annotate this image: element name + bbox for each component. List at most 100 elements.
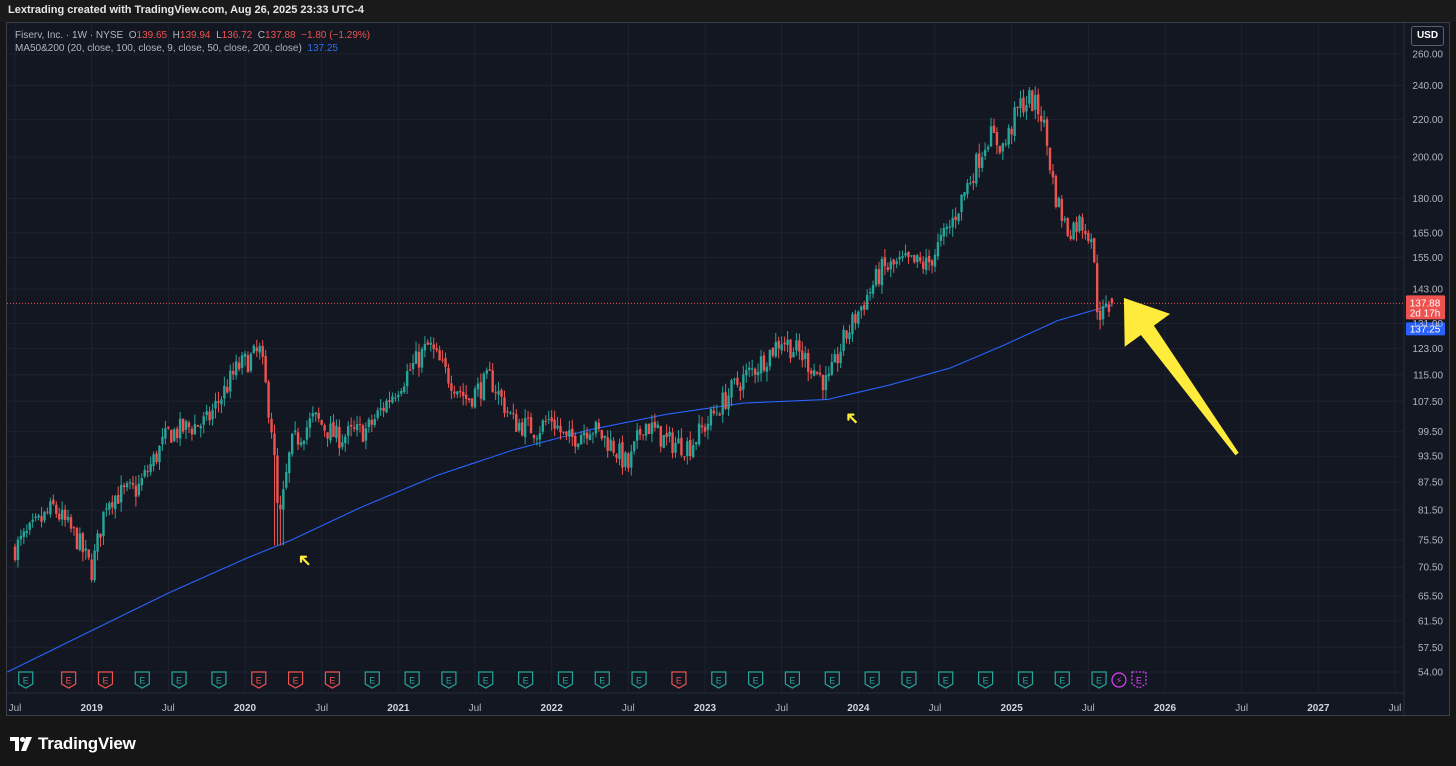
candle bbox=[778, 337, 780, 359]
candle bbox=[763, 352, 765, 373]
earnings-marker-label: E bbox=[599, 676, 605, 686]
candle bbox=[208, 407, 210, 426]
candle bbox=[341, 434, 343, 450]
candle bbox=[129, 479, 131, 489]
candle bbox=[238, 357, 240, 372]
candle bbox=[427, 339, 429, 345]
candle bbox=[545, 415, 547, 425]
candle bbox=[931, 259, 933, 273]
candle bbox=[719, 412, 721, 416]
candle bbox=[530, 413, 532, 434]
candle bbox=[397, 391, 399, 402]
candle bbox=[916, 254, 918, 268]
candle bbox=[288, 451, 290, 482]
candle bbox=[645, 423, 647, 441]
candle bbox=[93, 544, 95, 583]
price-tick-label: 107.50 bbox=[1412, 397, 1443, 408]
candle bbox=[887, 262, 889, 272]
earnings-marker: E bbox=[979, 672, 993, 688]
candle bbox=[792, 347, 794, 357]
candle bbox=[934, 249, 936, 272]
close-value: 137.88 bbox=[265, 30, 296, 41]
candle bbox=[1031, 90, 1033, 112]
change-value: −1.80 (−1.29%) bbox=[301, 30, 370, 41]
candle bbox=[949, 220, 951, 234]
candle bbox=[592, 432, 594, 444]
candle bbox=[724, 384, 726, 410]
candle bbox=[1061, 195, 1063, 227]
candle bbox=[70, 514, 72, 533]
candle bbox=[680, 428, 682, 457]
candle bbox=[462, 383, 464, 405]
candle bbox=[586, 427, 588, 445]
candle bbox=[96, 530, 98, 561]
earnings-marker-label: E bbox=[753, 676, 759, 686]
candle bbox=[279, 496, 281, 546]
candle bbox=[185, 420, 187, 439]
candle bbox=[217, 392, 219, 413]
candle bbox=[415, 342, 417, 365]
earnings-marker-label: ⚡ bbox=[1116, 676, 1122, 686]
candle bbox=[194, 415, 196, 436]
price-chart[interactable]: E E E E E E E E E E E E E E E E E E E E E E E E E E E E E ⚡ E 137.882d… bbox=[7, 23, 1450, 716]
earnings-marker: E bbox=[98, 672, 112, 688]
candle bbox=[37, 514, 39, 520]
candle bbox=[14, 544, 16, 563]
candle bbox=[433, 338, 435, 359]
price-axis[interactable]: 260.00 240.00 220.00 200.00 180.00 165.00 155.… bbox=[1412, 50, 1443, 679]
candle bbox=[533, 434, 535, 443]
candle bbox=[595, 420, 597, 437]
candle bbox=[173, 428, 175, 443]
candle bbox=[559, 418, 561, 439]
candle bbox=[772, 347, 774, 358]
candle bbox=[503, 391, 505, 418]
candle bbox=[857, 310, 859, 327]
candle bbox=[368, 417, 370, 432]
candle bbox=[598, 419, 600, 432]
candle bbox=[969, 176, 971, 186]
candle bbox=[424, 336, 426, 357]
earnings-marker: E bbox=[405, 672, 419, 688]
candle bbox=[509, 411, 511, 415]
chart-frame[interactable]: E E E E E E E E E E E E E E E E E E E E E E E E E E E E E ⚡ E 137.88 2d… bbox=[6, 22, 1450, 716]
price-tick-label: 260.00 bbox=[1412, 50, 1443, 61]
candle bbox=[167, 426, 169, 429]
candle bbox=[259, 343, 261, 360]
candle bbox=[556, 417, 558, 430]
candle bbox=[430, 337, 432, 352]
price-tick-label: 65.50 bbox=[1418, 592, 1443, 603]
candle bbox=[804, 346, 806, 367]
currency-button[interactable]: USD bbox=[1411, 26, 1444, 46]
candle bbox=[17, 536, 19, 567]
low-value: 136.72 bbox=[222, 30, 253, 41]
earnings-marker-label: E bbox=[216, 676, 222, 686]
earnings-marker: E bbox=[712, 672, 726, 688]
price-tick-label: 143.00 bbox=[1412, 285, 1443, 296]
earnings-marker: E bbox=[672, 672, 686, 688]
candle bbox=[506, 407, 508, 417]
indicator-line[interactable]: MA50&200 (20, close, 100, close, 9, clos… bbox=[15, 42, 370, 55]
candle bbox=[64, 505, 66, 527]
candle bbox=[435, 343, 437, 353]
candle bbox=[400, 388, 402, 396]
candle bbox=[604, 435, 606, 447]
candle bbox=[601, 430, 603, 441]
candle bbox=[344, 434, 346, 452]
candle bbox=[114, 495, 116, 519]
earnings-marker-label: E bbox=[943, 676, 949, 686]
indicator-value: 137.25 bbox=[307, 43, 338, 54]
candle bbox=[981, 152, 983, 172]
candle bbox=[79, 527, 81, 551]
earnings-marker-label: E bbox=[906, 676, 912, 686]
time-tick-label: 2027 bbox=[1307, 703, 1330, 714]
tradingview-logo[interactable]: TradingView bbox=[10, 734, 136, 754]
candle bbox=[146, 465, 148, 478]
time-axis[interactable]: Jul 2019 Jul 2020 Jul 2021 Jul 2022 Jul 2023 Jul 20… bbox=[9, 703, 1402, 714]
candle bbox=[335, 419, 337, 442]
earnings-marker: E bbox=[632, 672, 646, 688]
time-tick-label: Jul bbox=[1389, 703, 1402, 714]
candle bbox=[615, 453, 617, 463]
candle bbox=[23, 528, 25, 544]
candle bbox=[297, 428, 299, 450]
